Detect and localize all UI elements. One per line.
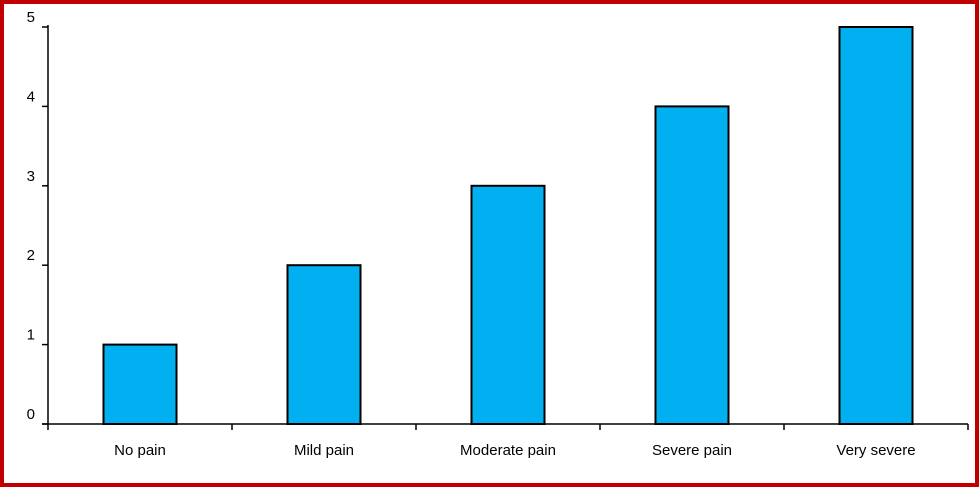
x-tick-label: Severe pain xyxy=(652,442,732,459)
y-tick-label: 2 xyxy=(27,247,35,264)
axes xyxy=(42,25,969,430)
bar xyxy=(470,184,546,425)
bars xyxy=(102,26,914,426)
x-tick-label: Very severe xyxy=(836,442,915,459)
y-tick-label: 3 xyxy=(27,168,35,185)
y-tick-label: 5 xyxy=(27,9,35,26)
y-tick-label: 0 xyxy=(27,406,35,423)
bar xyxy=(654,105,730,426)
bar xyxy=(838,26,914,425)
x-tick-label: No pain xyxy=(114,442,166,459)
y-axis-tick-labels: 0 1 2 3 4 5 xyxy=(27,9,35,423)
y-tick-label: 1 xyxy=(27,327,35,344)
bar xyxy=(286,264,362,426)
x-axis-tick-labels: No pain Mild pain Moderate pain Severe pain… xyxy=(114,442,915,459)
x-tick-label: Moderate pain xyxy=(460,442,556,459)
x-tick-label: Mild pain xyxy=(294,442,354,459)
bar xyxy=(102,343,178,426)
y-tick-label: 4 xyxy=(27,88,35,105)
